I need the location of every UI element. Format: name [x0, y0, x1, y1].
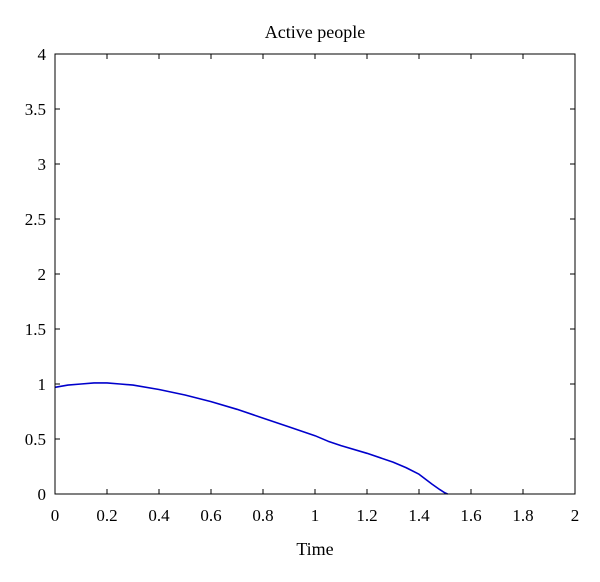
- series-line-0: [54, 382, 448, 495]
- x-tick-label: 1.6: [460, 506, 481, 525]
- plot-area: [54, 382, 448, 495]
- y-axis: 0 0.5 1 1.5 2 2.5 3 3.5 4: [25, 45, 575, 504]
- x-tick-label: 2: [571, 506, 580, 525]
- chart-title: Active people: [265, 22, 365, 42]
- x-tick-label: 0.2: [96, 506, 117, 525]
- y-tick-label: 2.5: [25, 210, 46, 229]
- y-tick-label: 1: [38, 375, 47, 394]
- y-tick-label: 4: [38, 45, 47, 64]
- x-axis-label: Time: [296, 539, 333, 559]
- plot-frame: [54, 53, 576, 495]
- x-tick-label: 0.8: [252, 506, 273, 525]
- y-tick-label: 0.5: [25, 430, 46, 449]
- x-tick-label: 1: [311, 506, 320, 525]
- y-tick-label: 0: [38, 485, 47, 504]
- y-tick-label: 3.5: [25, 100, 46, 119]
- x-axis: 0 0.2 0.4 0.6 0.8 1 1.2 1.4 1.6 1.8 2: [51, 54, 580, 525]
- y-tick-label: 1.5: [25, 320, 46, 339]
- y-tick-label: 3: [38, 155, 47, 174]
- x-tick-label: 0.4: [148, 506, 170, 525]
- y-tick-label: 2: [38, 265, 47, 284]
- x-tick-label: 0.6: [200, 506, 221, 525]
- x-tick-label: 0: [51, 506, 60, 525]
- x-tick-label: 1.4: [408, 506, 430, 525]
- x-tick-label: 1.2: [356, 506, 377, 525]
- x-tick-label: 1.8: [512, 506, 533, 525]
